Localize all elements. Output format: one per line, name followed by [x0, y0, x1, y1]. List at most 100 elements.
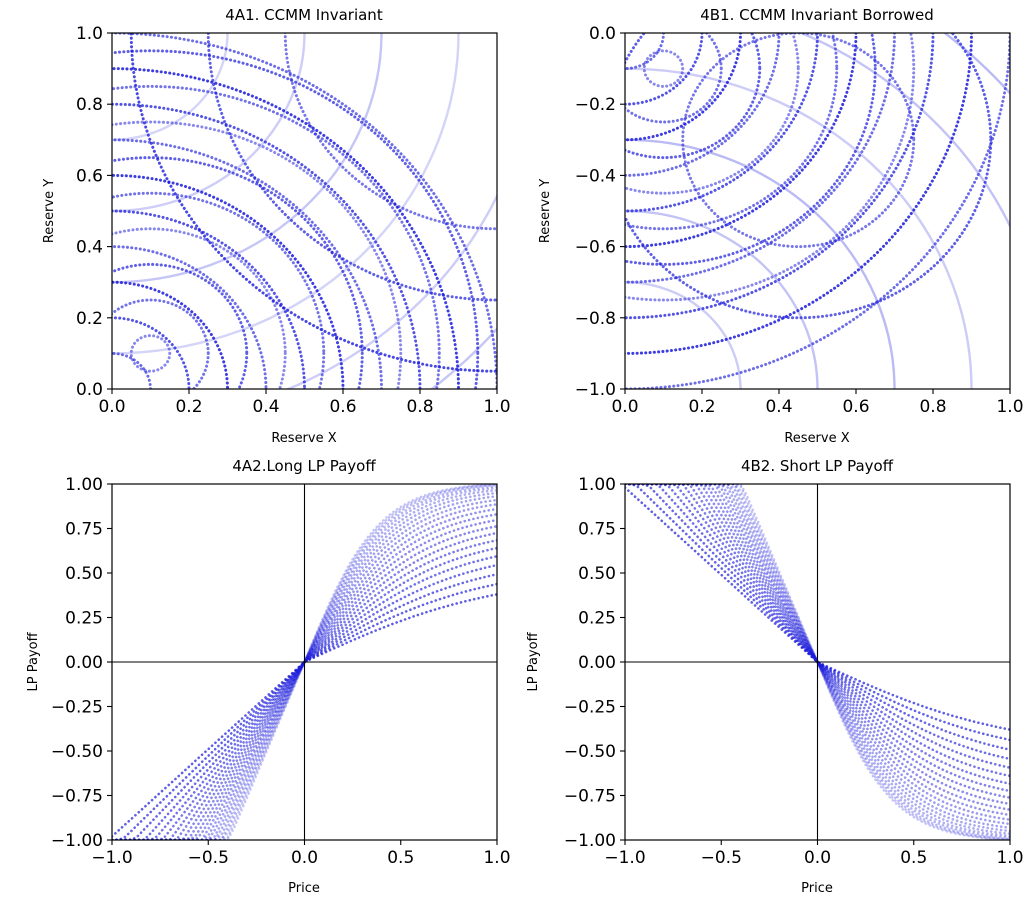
chart-title: 4B2. Short LP Payoff	[741, 457, 894, 475]
x-tick-label: 1.0	[996, 397, 1023, 417]
invariant-curve	[112, 191, 326, 389]
chart-title: 4B1. CCMM Invariant Borrowed	[700, 6, 934, 24]
payoff-curve	[625, 484, 1010, 761]
payoff-curve	[112, 546, 497, 840]
invariant-curve	[625, 33, 723, 124]
x-tick-label: −0.5	[188, 848, 229, 868]
curves-4a1	[112, 33, 497, 389]
plot-frame	[624, 32, 1011, 390]
y-tick-label: 0.4	[76, 238, 103, 258]
x-tick-label: 0.8	[919, 397, 946, 417]
payoff-curve	[625, 484, 1010, 778]
y-tick-label: 0.75	[578, 520, 616, 540]
crosshair-4b2	[625, 484, 1010, 840]
y-tick-label: 0.25	[65, 609, 103, 629]
x-tick-label: 0.5	[900, 848, 927, 868]
x-axis-label: Reserve X	[271, 431, 336, 446]
invariant-curve	[681, 33, 916, 249]
y-tick-label: −0.25	[564, 698, 616, 718]
payoff-curve	[625, 484, 1010, 829]
x-tick-label: 1.0	[483, 848, 510, 868]
y-tick-label: −1.0	[575, 380, 616, 400]
x-ticks-4b2: −1.0 −0.5 0.0 0.5 1.0	[604, 840, 1024, 868]
x-tick-label: 0.0	[98, 397, 125, 417]
y-ticks-4a2: 1.00 0.75 0.50 0.25 0.00 −0.25 −0.50 −0.75 −1.00	[51, 475, 112, 851]
x-axis-label: Price	[801, 881, 833, 896]
x-tick-label: 0.4	[252, 397, 279, 417]
invariant-curve	[112, 33, 383, 284]
x-tick-label: 1.0	[996, 848, 1023, 868]
y-ticks-4b1: 0.0 −0.2 −0.4 −0.6 −0.8 −1.0	[575, 24, 625, 400]
invariant-curve	[625, 33, 839, 231]
x-ticks-4b1: 0.0 0.2 0.4 0.6 0.8 1.0	[611, 389, 1024, 417]
panel-4a2: 4A2.Long LP Payoff −1.0 −0.5 0.0 0.5 1.0 1.0…	[26, 457, 511, 896]
y-tick-label: −1.00	[51, 831, 103, 851]
y-tick-label: −0.50	[51, 742, 103, 762]
y-tick-label: 0.00	[578, 653, 616, 673]
payoff-curve	[112, 484, 497, 840]
curves-4b1	[625, 33, 1010, 389]
y-ticks-4a1: 0.0 0.2 0.4 0.6 0.8 1.0	[76, 24, 112, 400]
x-tick-label: 0.6	[842, 397, 869, 417]
y-tick-label: −0.25	[51, 698, 103, 718]
y-tick-label: 0.0	[589, 24, 616, 44]
x-axis-label: Reserve X	[784, 431, 849, 446]
payoff-curve	[625, 484, 1010, 785]
y-tick-label: 0.8	[76, 95, 103, 115]
y-tick-label: 1.0	[76, 24, 103, 44]
payoff-curve	[112, 539, 497, 840]
y-tick-label: 0.0	[76, 380, 103, 400]
payoff-curve	[112, 495, 497, 840]
panel-4b2: 4B2. Short LP Payoff −1.0 −0.5 0.0 0.5 1.0 1…	[526, 457, 1024, 896]
invariant-curve	[112, 120, 403, 389]
chart-title: 4A1. CCMM Invariant	[225, 6, 383, 24]
y-axis-label: LP Payoff	[526, 631, 541, 691]
y-tick-label: 0.00	[65, 653, 103, 673]
crosshair-4a2	[112, 484, 497, 840]
x-axis-label: Price	[288, 881, 320, 896]
y-tick-label: 0.25	[578, 609, 616, 629]
y-axis-label: Reserve Y	[42, 179, 57, 243]
x-tick-label: 0.2	[175, 397, 202, 417]
x-tick-label: 0.8	[406, 397, 433, 417]
invariant-curve	[112, 156, 364, 389]
y-tick-label: −0.6	[575, 238, 616, 258]
x-tick-label: 0.0	[291, 848, 318, 868]
y-tick-label: 0.75	[65, 520, 103, 540]
invariant-curve	[112, 227, 287, 389]
invariant-curve	[112, 84, 441, 389]
x-tick-label: −1.0	[604, 848, 645, 868]
invariant-curve	[625, 33, 800, 195]
y-axis-label: LP Payoff	[26, 631, 41, 691]
y-tick-label: −0.2	[575, 95, 616, 115]
y-tick-label: 0.6	[76, 166, 103, 186]
invariant-curve	[112, 262, 249, 389]
y-tick-label: 0.50	[578, 564, 616, 584]
x-tick-label: 0.4	[765, 397, 792, 417]
invariant-curve	[112, 298, 210, 389]
payoff-curve	[625, 484, 1010, 751]
y-tick-label: 0.2	[76, 309, 103, 329]
x-tick-label: 0.0	[804, 848, 831, 868]
y-axis-label: Reserve Y	[538, 179, 553, 243]
y-tick-label: −0.8	[575, 309, 616, 329]
invariant-curve	[625, 33, 993, 320]
x-ticks-4a2: −1.0 −0.5 0.0 0.5 1.0	[91, 840, 511, 868]
x-tick-label: 0.0	[611, 397, 638, 417]
plot-frame	[111, 32, 498, 390]
x-tick-label: 0.6	[329, 397, 356, 417]
y-tick-label: −0.50	[564, 742, 616, 762]
panel-4a1: 4A1. CCMM Invariant 0.0 0.2 0.4 0.6 0.8 1.0 0…	[42, 6, 511, 446]
invariant-curve	[625, 33, 877, 266]
invariant-curve	[112, 49, 480, 389]
y-tick-label: 1.00	[65, 475, 103, 495]
y-tick-label: 0.50	[65, 564, 103, 584]
chart-title: 4A2.Long LP Payoff	[232, 457, 376, 475]
y-tick-label: −0.75	[564, 787, 616, 807]
payoff-curve	[112, 573, 497, 840]
invariant-curve	[129, 334, 172, 373]
y-tick-label: −1.00	[564, 831, 616, 851]
x-tick-label: 0.5	[387, 848, 414, 868]
x-tick-label: −1.0	[91, 848, 132, 868]
